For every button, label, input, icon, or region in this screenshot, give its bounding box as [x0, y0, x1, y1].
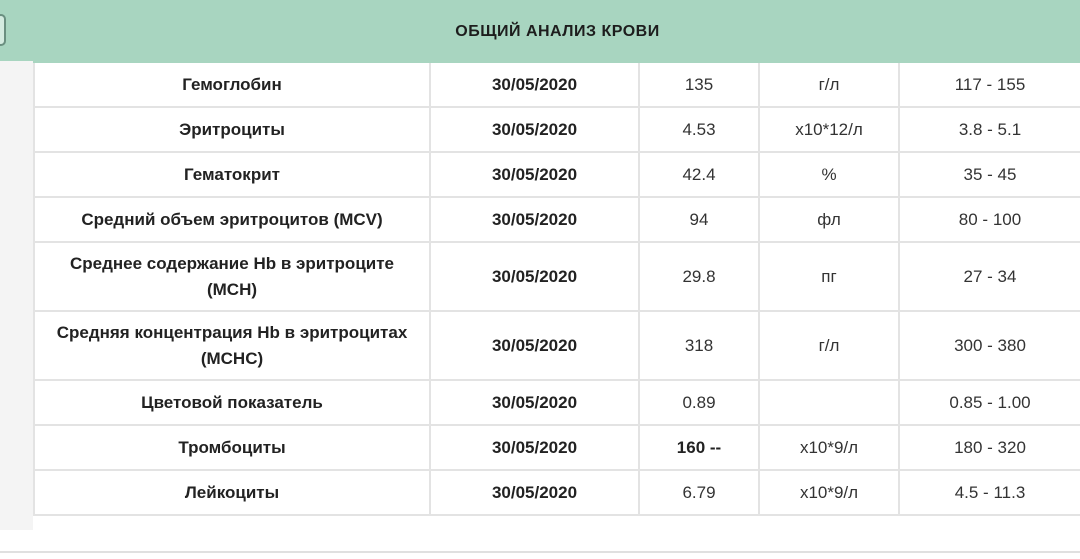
test-date: 30/05/2020: [429, 61, 640, 108]
reference-range: 3.8 - 5.1: [898, 106, 1080, 153]
test-name: Средний объем эритроцитов (MCV): [33, 196, 431, 243]
test-date: 30/05/2020: [429, 469, 640, 516]
table-row: Среднее содержание Hb в эритроците (MCH)…: [33, 241, 1080, 312]
test-value: 160 --: [638, 424, 760, 471]
collapse-handle-icon[interactable]: [0, 14, 6, 46]
test-name: Лейкоциты: [33, 469, 431, 516]
reference-range: 4.5 - 11.3: [898, 469, 1080, 516]
test-value: 94: [638, 196, 760, 243]
test-name: Цветовой показатель: [33, 379, 431, 426]
table-row: Цветовой показатель 30/05/2020 0.89 0.85…: [33, 379, 1080, 426]
table-row: Эритроциты 30/05/2020 4.53 х10*12/л 3.8 …: [33, 106, 1080, 153]
test-unit: х10*12/л: [758, 106, 900, 153]
reference-range: 300 - 380: [898, 310, 1080, 381]
reference-range: 80 - 100: [898, 196, 1080, 243]
bottom-divider: [0, 551, 1080, 553]
reference-range: 27 - 34: [898, 241, 1080, 312]
reference-range: 117 - 155: [898, 61, 1080, 108]
test-value: 4.53: [638, 106, 760, 153]
table-row: Тромбоциты 30/05/2020 160 -- х10*9/л 180…: [33, 424, 1080, 471]
test-unit: х10*9/л: [758, 424, 900, 471]
test-value: 42.4: [638, 151, 760, 198]
test-unit: фл: [758, 196, 900, 243]
test-value: 135: [638, 61, 760, 108]
test-date: 30/05/2020: [429, 241, 640, 312]
test-value: 6.79: [638, 469, 760, 516]
test-value: 318: [638, 310, 760, 381]
table-row: Гемоглобин 30/05/2020 135 г/л 117 - 155: [33, 61, 1080, 108]
test-date: 30/05/2020: [429, 379, 640, 426]
test-unit: г/л: [758, 310, 900, 381]
test-name: Гематокрит: [33, 151, 431, 198]
test-date: 30/05/2020: [429, 424, 640, 471]
test-value: 29.8: [638, 241, 760, 312]
test-name: Среднее содержание Hb в эритроците (MCH): [33, 241, 431, 312]
blood-test-table: ОБЩИЙ АНАЛИЗ КРОВИ Гемоглобин 30/05/2020…: [33, 0, 1080, 516]
test-date: 30/05/2020: [429, 310, 640, 381]
test-unit: пг: [758, 241, 900, 312]
test-unit: х10*9/л: [758, 469, 900, 516]
test-value: 0.89: [638, 379, 760, 426]
table-row: Гематокрит 30/05/2020 42.4 % 35 - 45: [33, 151, 1080, 198]
table-row: Лейкоциты 30/05/2020 6.79 х10*9/л 4.5 - …: [33, 469, 1080, 516]
table-row: Средняя концентрация Hb в эритроцитах (M…: [33, 310, 1080, 381]
reference-range: 180 - 320: [898, 424, 1080, 471]
test-unit: [758, 379, 900, 426]
left-side-strip: [0, 0, 33, 530]
test-name: Средняя концентрация Hb в эритроцитах (M…: [33, 310, 431, 381]
test-name: Гемоглобин: [33, 61, 431, 108]
test-date: 30/05/2020: [429, 106, 640, 153]
table-row: Средний объем эритроцитов (MCV) 30/05/20…: [33, 196, 1080, 243]
test-name: Эритроциты: [33, 106, 431, 153]
test-unit: г/л: [758, 61, 900, 108]
reference-range: 35 - 45: [898, 151, 1080, 198]
report-title: ОБЩИЙ АНАЛИЗ КРОВИ: [33, 0, 1080, 63]
reference-range: 0.85 - 1.00: [898, 379, 1080, 426]
table-header-row: ОБЩИЙ АНАЛИЗ КРОВИ: [33, 0, 1080, 63]
test-date: 30/05/2020: [429, 196, 640, 243]
test-date: 30/05/2020: [429, 151, 640, 198]
test-unit: %: [758, 151, 900, 198]
test-name: Тромбоциты: [33, 424, 431, 471]
left-strip-header: [0, 0, 33, 61]
